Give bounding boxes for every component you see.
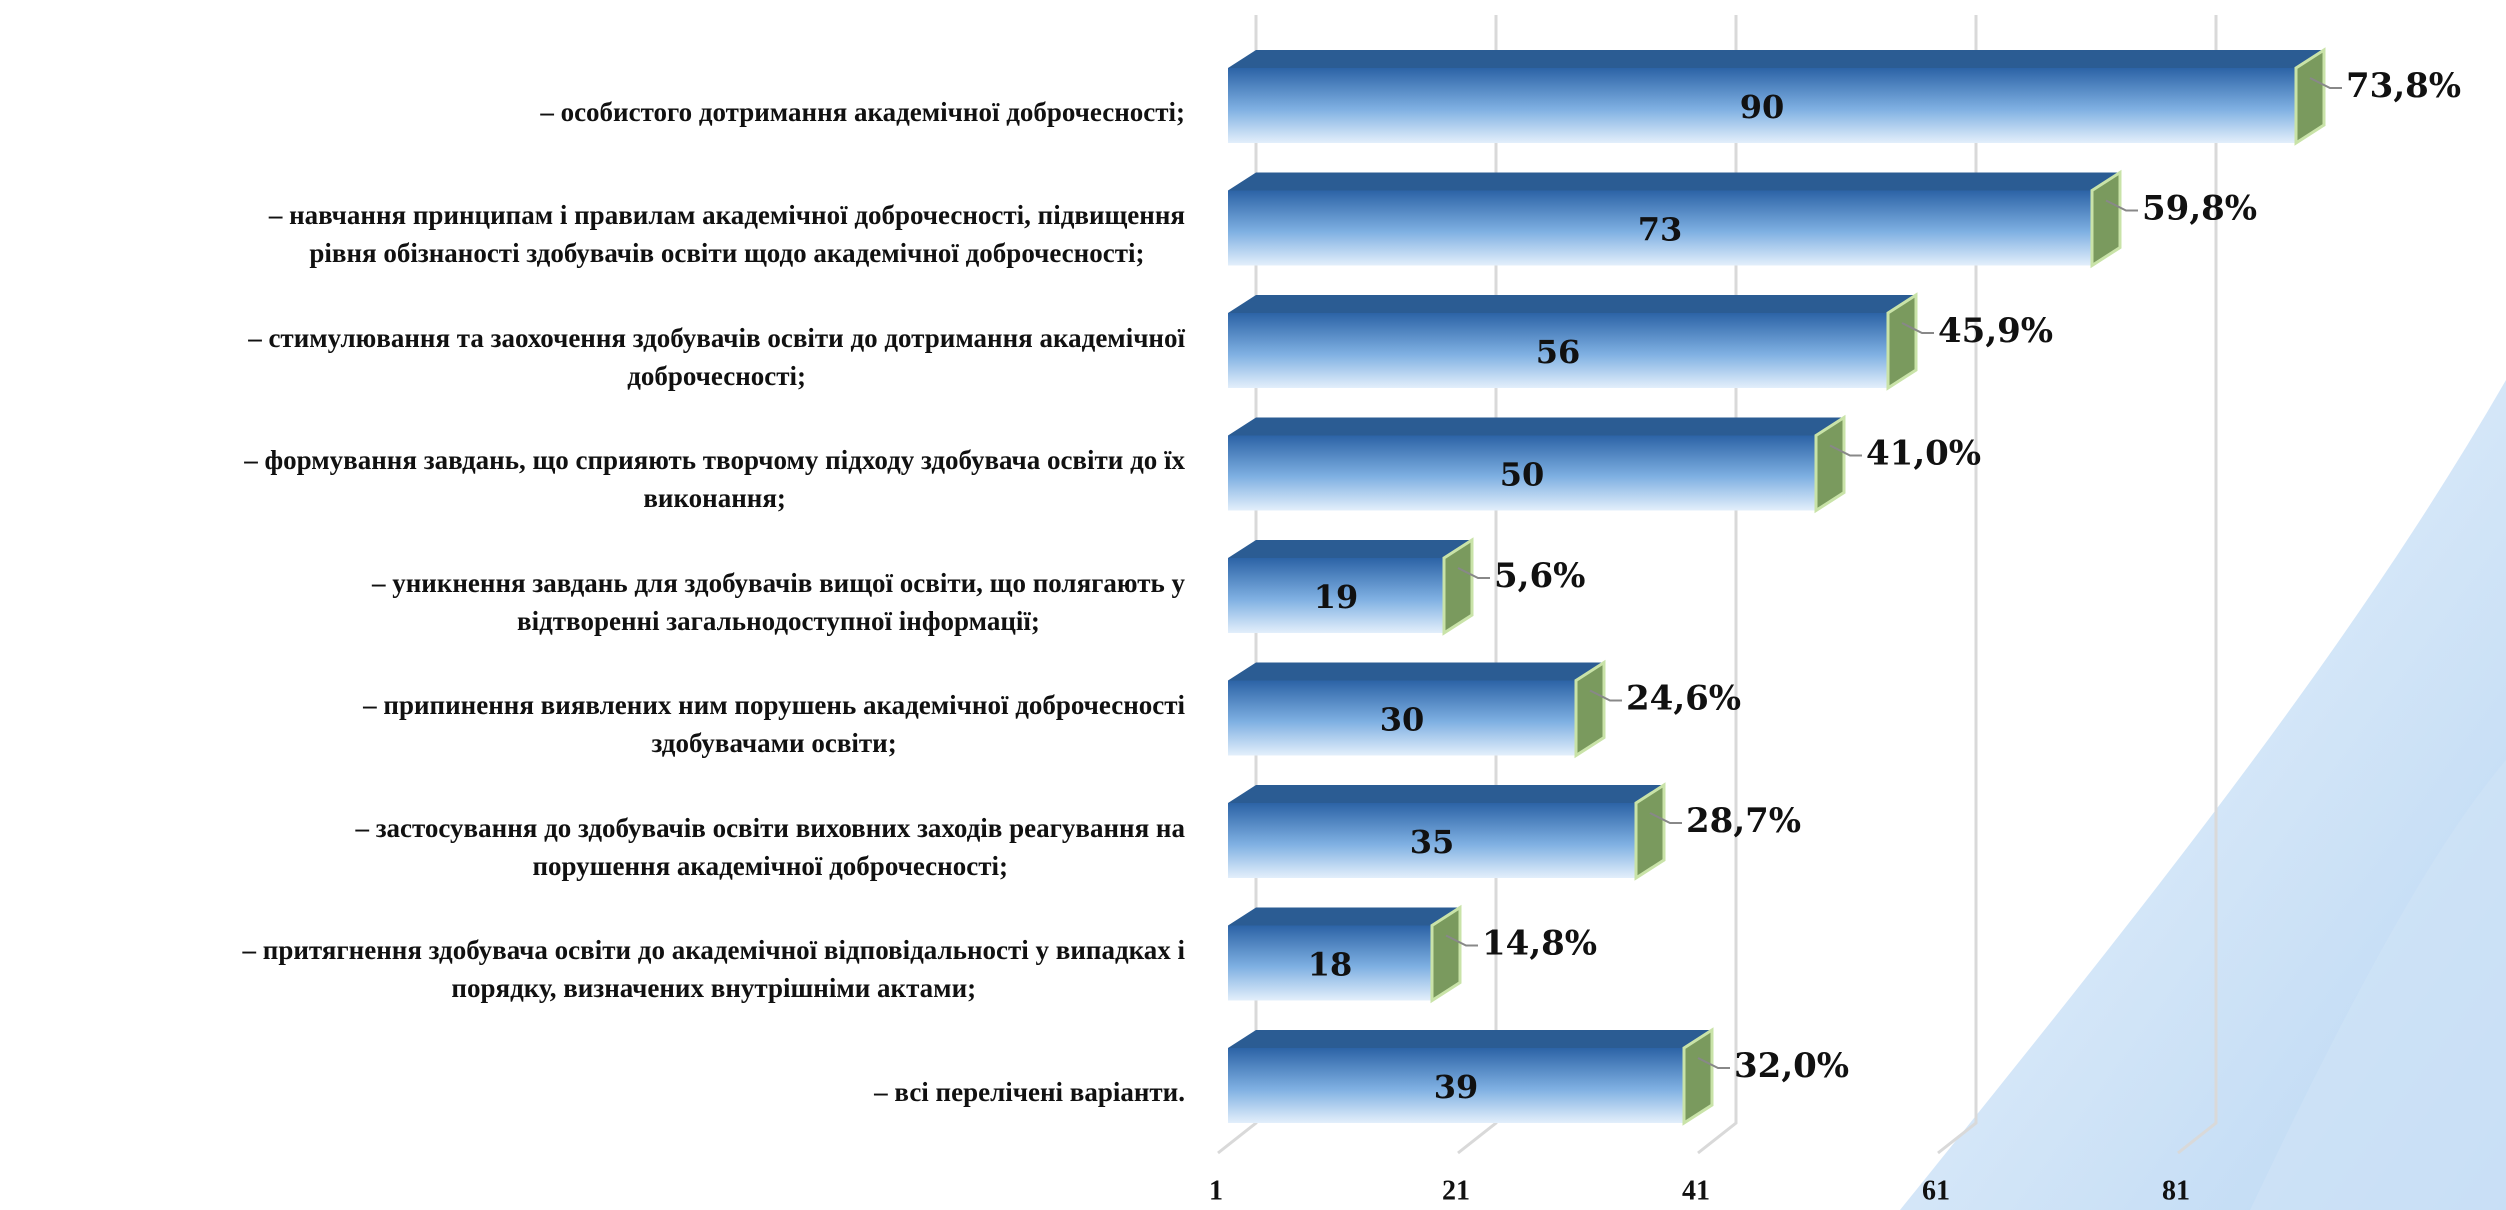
bar-top xyxy=(1228,785,1664,803)
bar xyxy=(1228,68,2296,143)
bar-top xyxy=(1228,295,1916,313)
grid-line xyxy=(2177,15,2218,1155)
background-swoosh xyxy=(2250,760,2506,1210)
category-label: – формування завдань, що сприяють творчо… xyxy=(244,445,1185,513)
percentage-label: 45,9% xyxy=(1938,311,2053,351)
bar xyxy=(1228,1048,1684,1123)
leader-line xyxy=(1589,689,1622,702)
bar-top xyxy=(1228,907,1460,926)
bar-value-label: 90 xyxy=(1740,88,1785,126)
percentage-cap xyxy=(1634,782,1666,881)
category-label-row: – притягнення здобувача освіти до академ… xyxy=(0,931,1185,1007)
bar-top xyxy=(1228,172,2120,191)
leader-line xyxy=(1445,934,1478,947)
leader-line xyxy=(1649,812,1682,824)
bar-top xyxy=(1228,50,2324,68)
grid-line xyxy=(1937,15,1978,1155)
bar-top xyxy=(1228,662,1604,681)
x-tick-label: 1 xyxy=(1209,1175,1223,1206)
percentage-cap xyxy=(1430,904,1462,1004)
category-label: – навчання принципам і правилам академіч… xyxy=(268,200,1185,268)
bar xyxy=(1228,803,1636,878)
category-label-row: – навчання принципам і правилам академіч… xyxy=(0,196,1185,272)
x-tick-label: 21 xyxy=(1442,1175,1470,1206)
percentage-cap xyxy=(1574,659,1606,759)
category-label: – стимулювання та заохочення здобувачів … xyxy=(248,322,1185,391)
category-label: – притягнення здобувача освіти до академ… xyxy=(242,935,1185,1003)
bar-value-label: 56 xyxy=(1536,333,1581,371)
bar xyxy=(1228,680,1576,756)
category-label-row: – всі перелічені варіанти. xyxy=(0,1073,1185,1111)
percentage-cap xyxy=(1814,414,1846,514)
bar xyxy=(1228,190,2092,266)
x-tick-label: 41 xyxy=(1682,1175,1710,1206)
percentage-label: 24,6% xyxy=(1626,679,1741,719)
category-label-row: – стимулювання та заохочення здобувачів … xyxy=(0,319,1185,395)
category-label-row: – особистого дотримання академічної добр… xyxy=(0,93,1185,131)
leader-line xyxy=(1829,444,1862,457)
category-label: – особистого дотримання академічної добр… xyxy=(540,96,1185,127)
percentage-label: 41,0% xyxy=(1866,434,1981,474)
leader-line xyxy=(2105,199,2138,212)
bar-value-label: 30 xyxy=(1380,701,1425,739)
category-label-row: – застосування до здобувачів освіти вихо… xyxy=(0,809,1185,885)
bar-top xyxy=(1228,540,1472,558)
category-label-row: – формування завдань, що сприяють творчо… xyxy=(0,441,1185,517)
leader-line xyxy=(1457,567,1490,579)
x-tick-label: 61 xyxy=(1922,1175,1950,1206)
leader-line xyxy=(1901,322,1934,334)
bar xyxy=(1228,558,1444,633)
category-label: – застосування до здобувачів освіти вихо… xyxy=(355,812,1185,881)
leader-line xyxy=(2309,77,2342,89)
bar-value-label: 50 xyxy=(1500,456,1545,494)
percentage-label: 59,8% xyxy=(2142,189,2257,229)
bar xyxy=(1228,925,1432,1001)
bar-value-label: 73 xyxy=(1638,211,1683,249)
bar-top xyxy=(1228,417,1844,436)
category-label-row: – уникнення завдань для здобувачів вищої… xyxy=(0,564,1185,640)
percentage-label: 5,6% xyxy=(1494,556,1585,596)
percentage-cap xyxy=(1886,292,1918,391)
x-tick-label: 81 xyxy=(2162,1175,2190,1206)
percentage-cap xyxy=(1682,1027,1714,1126)
leader-line xyxy=(1697,1057,1730,1069)
bar-value-label: 18 xyxy=(1308,946,1353,984)
bar-value-label: 19 xyxy=(1314,578,1359,616)
percentage-cap xyxy=(2090,169,2122,269)
percentage-label: 73,8% xyxy=(2346,66,2461,106)
category-label: – всі перелічені варіанти. xyxy=(874,1076,1185,1107)
category-label: – уникнення завдань для здобувачів вищої… xyxy=(371,567,1185,636)
bar xyxy=(1228,435,1816,511)
percentage-label: 14,8% xyxy=(1482,924,1597,964)
percentage-cap xyxy=(1442,537,1474,636)
category-label: – припинення виявлених ним порушень акад… xyxy=(363,690,1185,758)
category-label-row: – припинення виявлених ним порушень акад… xyxy=(0,686,1185,762)
percentage-label: 32,0% xyxy=(1734,1046,1849,1086)
bar xyxy=(1228,313,1888,388)
bar-top xyxy=(1228,1030,1712,1048)
bar-value-label: 35 xyxy=(1410,823,1455,861)
percentage-cap xyxy=(2294,47,2326,146)
bar-value-label: 39 xyxy=(1434,1068,1479,1106)
percentage-label: 28,7% xyxy=(1686,801,1801,841)
